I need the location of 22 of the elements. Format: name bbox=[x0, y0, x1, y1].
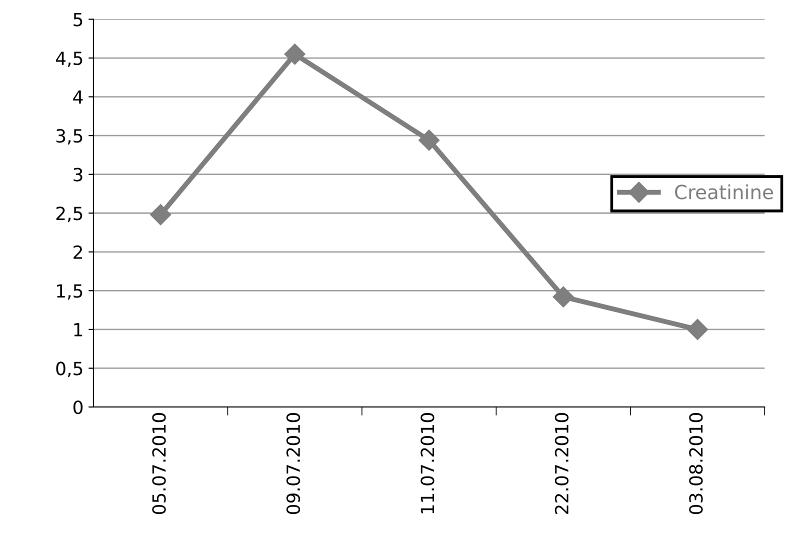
point bbox=[418, 130, 440, 151]
y-tick-label: 0 bbox=[73, 400, 83, 414]
y-tick-label: 5 bbox=[74, 12, 82, 26]
point bbox=[284, 44, 306, 65]
x-tick-label: 22.07.2010 bbox=[554, 413, 569, 514]
legend-label: Creatinine bbox=[675, 184, 773, 200]
y-tick-label: 4 bbox=[73, 90, 83, 104]
y-tick-label: 1 bbox=[74, 323, 82, 336]
y-tick-label: 2,5 bbox=[56, 206, 82, 222]
y-tick-label: 4,5 bbox=[56, 52, 82, 67]
y-tick-label: 3,5 bbox=[56, 129, 82, 145]
x-tick-label: 11.07.2010 bbox=[420, 413, 434, 514]
point bbox=[552, 286, 574, 308]
x-tick-label: 09.07.2010 bbox=[286, 413, 300, 514]
point bbox=[687, 318, 708, 340]
y-tick-label: 3 bbox=[74, 168, 82, 182]
x-tick-label: 03.08.2010 bbox=[689, 413, 703, 514]
point bbox=[150, 204, 172, 226]
y-tick-label: 0,5 bbox=[56, 362, 82, 378]
x-tick-label: 05.07.2010 bbox=[152, 413, 166, 514]
y-tick-label: 2 bbox=[74, 245, 82, 259]
y-tick-label: 1,5 bbox=[57, 284, 82, 300]
